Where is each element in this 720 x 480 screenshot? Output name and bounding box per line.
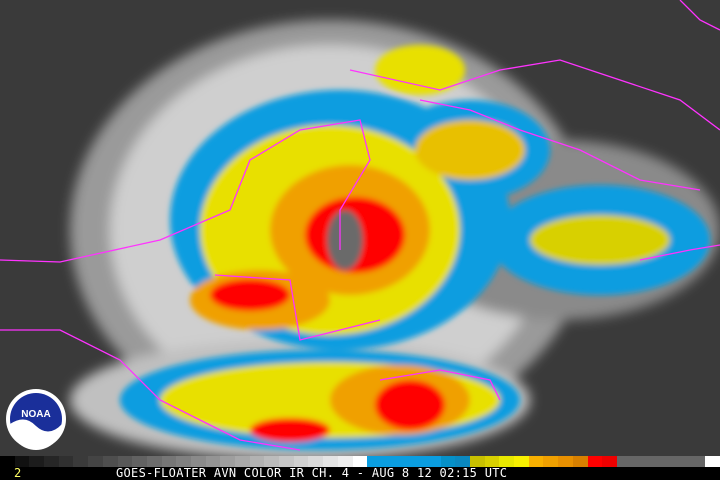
colorbar-swatch <box>14 456 30 467</box>
colorbar-swatch <box>455 456 470 467</box>
colorbar-swatch <box>470 456 485 467</box>
colorbar-swatch <box>220 456 235 467</box>
colorbar-swatch <box>484 456 500 467</box>
colorbar-swatch <box>264 456 280 467</box>
colorbar-swatch <box>235 456 250 467</box>
image-caption: GOES-FLOATER AVN COLOR IR CH. 4 - AUG 8 … <box>116 466 508 480</box>
country-borders <box>0 0 720 451</box>
colorbar-swatch <box>190 456 206 467</box>
colorbar-swatch <box>205 456 221 467</box>
colorbar-swatch <box>572 456 588 467</box>
colorbar-swatch <box>308 456 324 467</box>
colorbar-swatch <box>499 456 515 467</box>
caption-bar: 2 GOES-FLOATER AVN COLOR IR CH. 4 - AUG … <box>0 467 720 480</box>
colorbar-swatch <box>425 456 441 467</box>
colorbar-swatch <box>440 456 456 467</box>
colorbar-swatch <box>0 456 15 467</box>
colorbar-swatch <box>675 456 691 467</box>
colorbar-swatch <box>132 456 147 467</box>
colorbar-swatch <box>411 456 426 467</box>
colorbar-swatch <box>602 456 617 467</box>
colorbar-swatch <box>514 456 529 467</box>
cold-cloud-tops <box>120 45 710 450</box>
colorbar-swatch <box>249 456 265 467</box>
colorbar-swatch <box>352 456 368 467</box>
colorbar-swatch <box>117 456 133 467</box>
colorbar-swatch <box>587 456 603 467</box>
colorbar-swatch <box>646 456 661 467</box>
colorbar-swatch <box>528 456 544 467</box>
colorbar-swatch <box>631 456 647 467</box>
colorbar-swatch <box>367 456 382 467</box>
colorbar-swatch <box>44 456 59 467</box>
frame-number: 2 <box>14 466 22 480</box>
colorbar-swatch <box>293 456 309 467</box>
colorbar-swatch <box>102 456 118 467</box>
colorbar-swatch <box>705 456 720 467</box>
satellite-imagery <box>0 0 720 456</box>
colorbar-swatch <box>690 456 705 467</box>
temperature-colorbar <box>0 456 720 467</box>
colorbar-swatch <box>558 456 573 467</box>
svg-text:NOAA: NOAA <box>21 409 50 420</box>
colorbar-swatch <box>323 456 338 467</box>
colorbar-swatch <box>161 456 177 467</box>
colorbar-swatch <box>88 456 103 467</box>
colorbar-swatch <box>381 456 397 467</box>
noaa-logo: NOAA <box>6 389 66 450</box>
colorbar-swatch <box>337 456 353 467</box>
colorbar-swatch <box>660 456 676 467</box>
colorbar-swatch <box>146 456 162 467</box>
colorbar-swatch <box>29 456 45 467</box>
colorbar-swatch <box>279 456 294 467</box>
colorbar-swatch <box>176 456 191 467</box>
colorbar-swatch <box>396 456 412 467</box>
colorbar-swatch <box>616 456 632 467</box>
colorbar-swatch <box>73 456 89 467</box>
colorbar-swatch <box>543 456 559 467</box>
colorbar-swatch <box>58 456 74 467</box>
